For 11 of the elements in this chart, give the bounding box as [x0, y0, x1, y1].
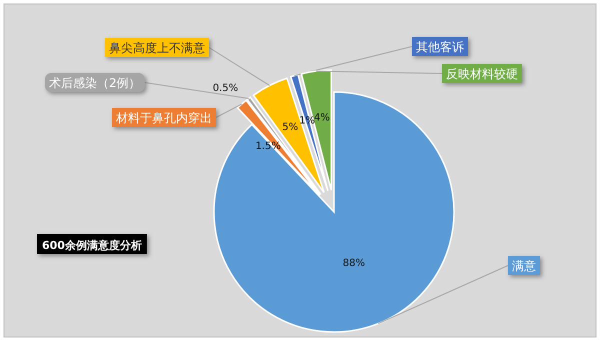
slice-label: 鼻尖高度上不满意 [109, 41, 205, 55]
data-label: 4% [314, 112, 330, 124]
slice-label: 材料于鼻孔内穿出 [115, 111, 212, 125]
slice-label: 其他客诉 [416, 40, 464, 54]
slice-label: 术后感染（2例） [49, 76, 141, 90]
data-label: 5% [282, 122, 298, 134]
slice-label: 反映材料较硬 [446, 67, 518, 81]
slice-label: 满意 [512, 259, 536, 273]
data-label: 88% [342, 258, 365, 270]
text: 600余例满意度分析 [42, 239, 142, 252]
data-label: 0.5% [212, 82, 238, 94]
